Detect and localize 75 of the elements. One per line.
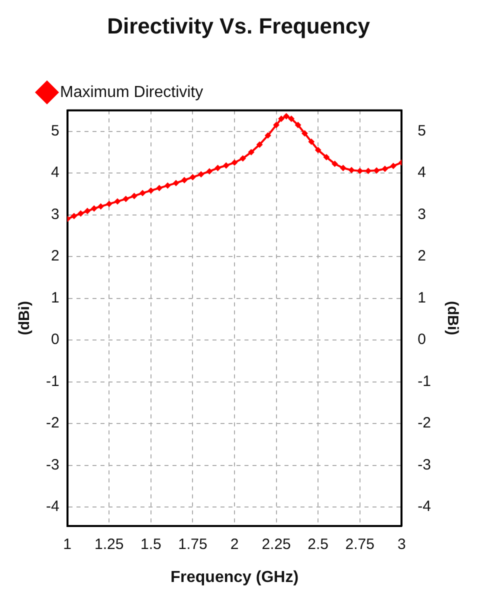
y-tick-label: 5	[50, 122, 60, 140]
y-tick-label: 0	[50, 331, 60, 348]
point	[382, 166, 388, 172]
x-tick-label: 2	[230, 536, 239, 553]
y2-tick-label: 5	[418, 122, 426, 140]
point	[190, 174, 196, 180]
y-axis-title: (dBi)	[16, 301, 34, 336]
x-tick-label: 1.75	[178, 536, 208, 553]
point	[206, 168, 212, 174]
point	[390, 162, 396, 169]
x-tick-label: 2.5	[308, 536, 329, 553]
point	[365, 168, 372, 174]
x-tick-label: 1.25	[94, 536, 124, 553]
x-tick-label: 1.5	[140, 536, 162, 553]
point	[214, 165, 221, 172]
y2-tick-label: -4	[418, 498, 432, 516]
legend-label: Maximum Directivity	[60, 84, 204, 101]
y2-axis-title: (dBi)	[444, 301, 461, 336]
x-axis-title: Frequency (GHz)	[170, 568, 299, 586]
point	[240, 155, 246, 162]
point	[181, 177, 188, 184]
point	[98, 203, 104, 210]
point	[198, 171, 204, 178]
point	[106, 200, 112, 207]
point	[332, 160, 338, 167]
y2-tick-label: 3	[418, 206, 426, 223]
y2-tick-label: -3	[418, 456, 432, 474]
x-tick-label: 2.25	[262, 536, 291, 553]
point	[78, 210, 84, 217]
y-tick-label: 4	[50, 164, 60, 182]
point	[71, 213, 78, 220]
y2-tick-label: -2	[418, 414, 432, 432]
y-tick-label: -2	[46, 414, 60, 432]
point	[302, 130, 308, 136]
point	[84, 208, 90, 214]
point	[308, 138, 314, 145]
point	[356, 168, 363, 174]
y-tick-label: -1	[46, 372, 60, 390]
point	[91, 206, 98, 212]
point	[164, 182, 171, 189]
point	[315, 147, 322, 154]
point	[156, 185, 162, 192]
point	[223, 162, 230, 169]
x-tick-label: 1	[63, 536, 72, 553]
x-tick-label: 3	[397, 536, 406, 553]
point	[232, 160, 238, 166]
point	[172, 180, 179, 186]
point	[131, 192, 138, 199]
y-tick-label: -4	[46, 498, 60, 516]
point	[148, 188, 154, 194]
y2-tick-label: -1	[418, 372, 432, 390]
point	[278, 116, 284, 122]
chart-title: Directivity Vs. Frequency	[107, 13, 371, 38]
point	[288, 116, 294, 122]
point	[273, 122, 280, 128]
point	[122, 196, 129, 202]
point	[323, 154, 330, 160]
y2-tick-label: 0	[418, 331, 426, 348]
y-tick-label: -3	[46, 456, 60, 474]
point	[340, 165, 346, 172]
point	[283, 113, 290, 120]
point	[248, 149, 254, 156]
x-tick-label: 2.75	[345, 536, 374, 553]
point	[256, 142, 263, 148]
point	[114, 198, 120, 204]
y-tick-label: 3	[50, 206, 60, 223]
point	[140, 190, 146, 196]
point	[295, 122, 302, 128]
y2-tick-label: 2	[418, 248, 426, 265]
y2-tick-label: 1	[418, 289, 426, 306]
point	[264, 132, 271, 138]
y-tick-label: 1	[50, 289, 60, 306]
y-tick-label: 2	[50, 248, 60, 265]
point	[374, 168, 380, 174]
y2-tick-label: 4	[418, 164, 426, 182]
